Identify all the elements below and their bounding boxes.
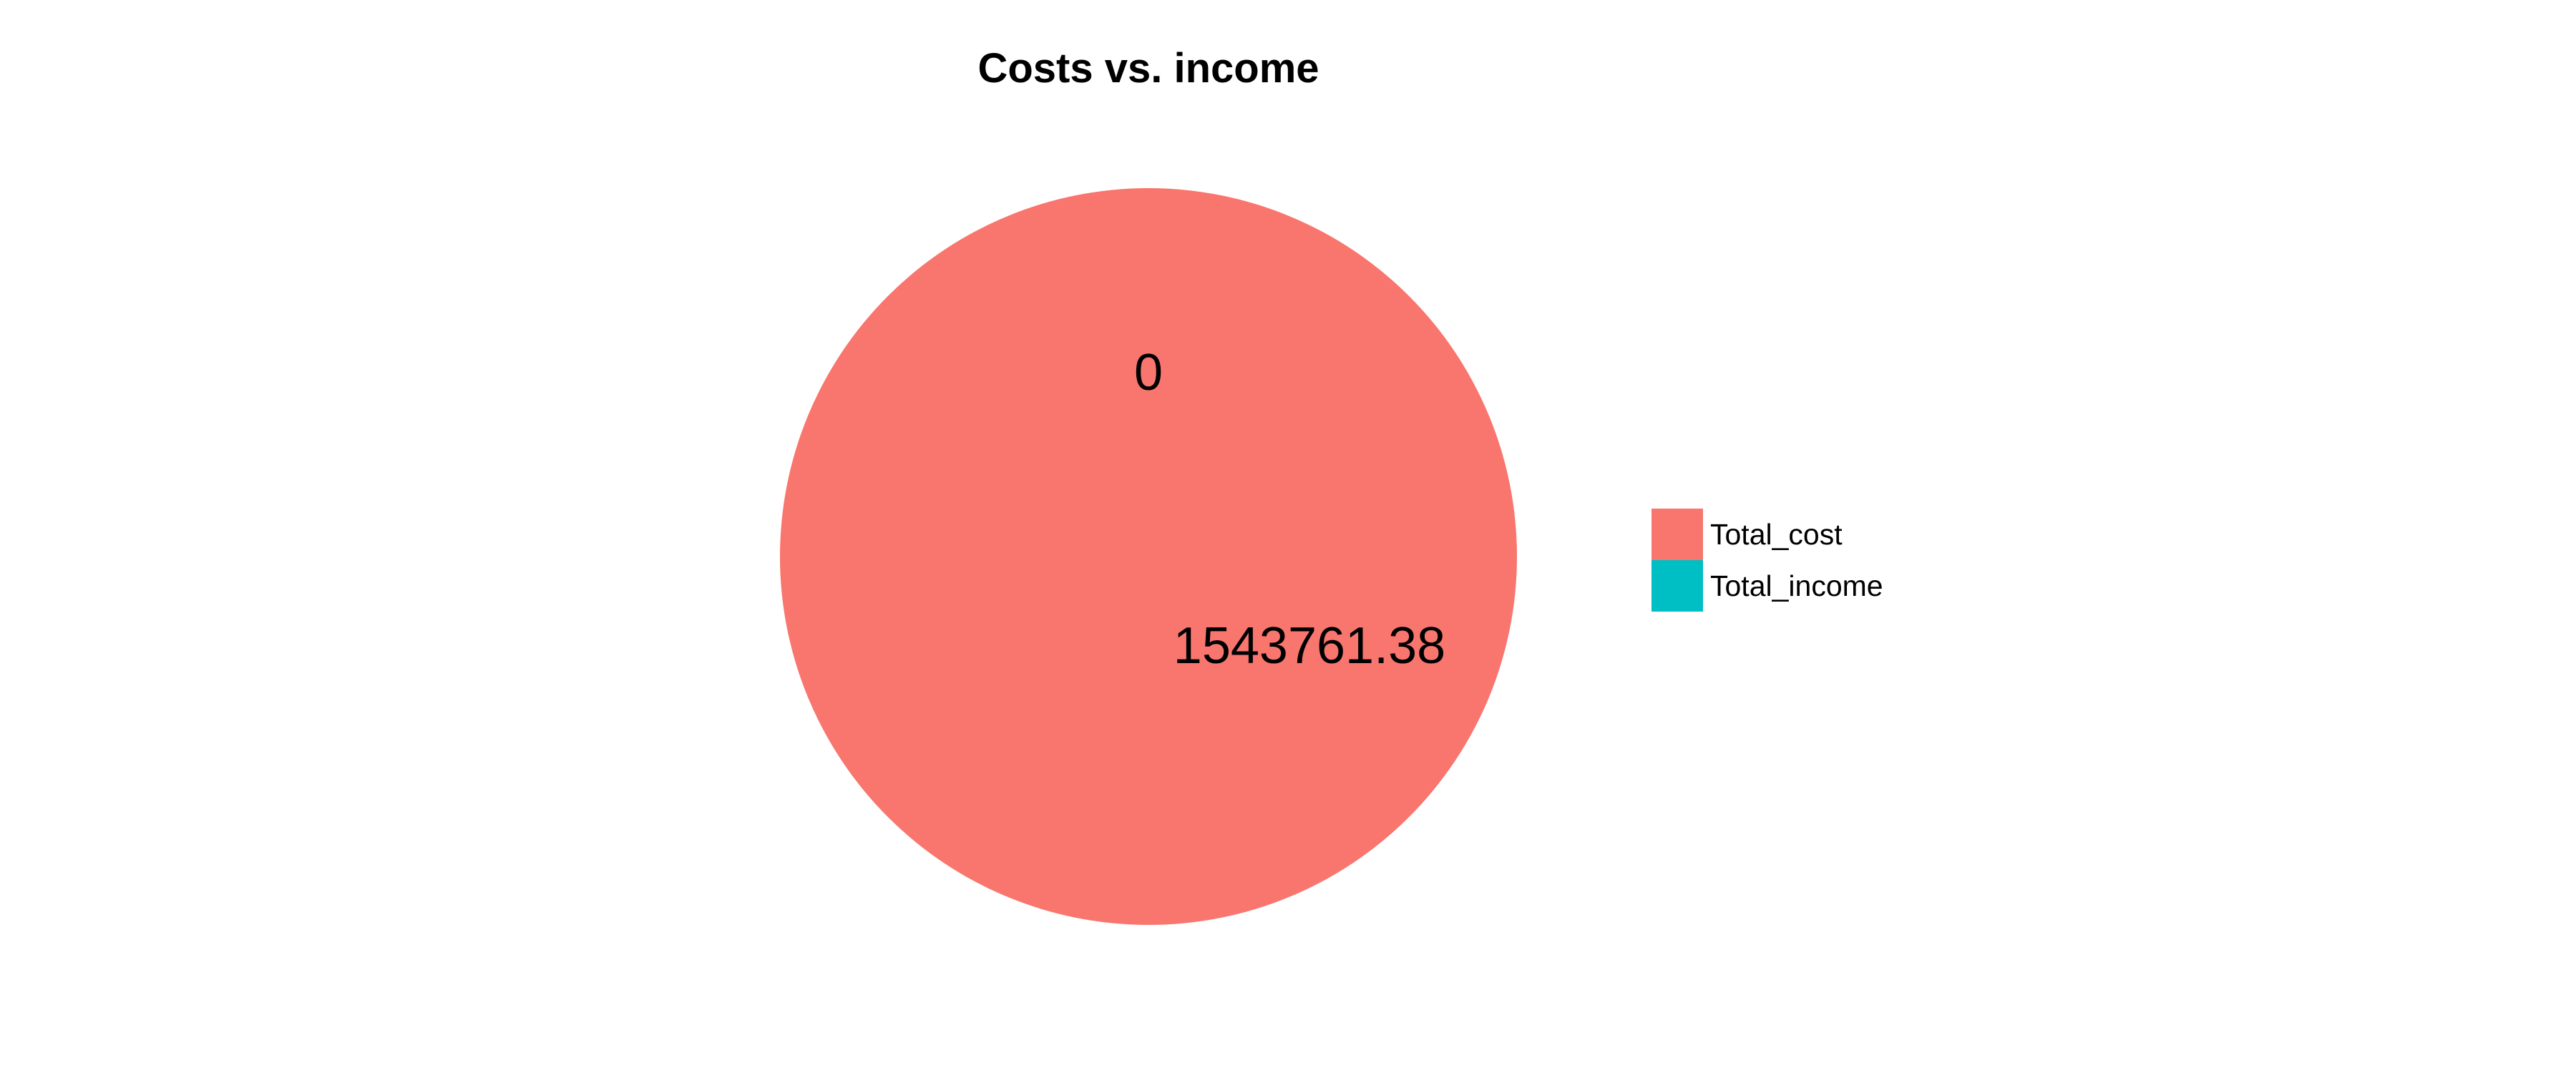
data-label-total-cost: 1543761.38 [1174, 617, 1445, 675]
pie-slice-total-cost [780, 188, 1517, 925]
legend-swatch-total-income [1652, 560, 1703, 612]
legend-item-total-income: Total_income [1652, 560, 1883, 612]
legend-swatch-total-cost [1652, 509, 1703, 560]
pie-slices [780, 188, 1517, 925]
legend-label-total-cost: Total_cost [1710, 517, 1843, 551]
legend: Total_cost Total_income [1652, 509, 1883, 612]
data-label-total-income: 0 [1134, 344, 1163, 401]
chart-title: Costs vs. income [977, 45, 1319, 92]
pie-data-labels: 1543761.38 0 [1134, 344, 1445, 675]
legend-item-total-cost: Total_cost [1652, 509, 1883, 560]
legend-label-total-income: Total_income [1710, 569, 1883, 602]
